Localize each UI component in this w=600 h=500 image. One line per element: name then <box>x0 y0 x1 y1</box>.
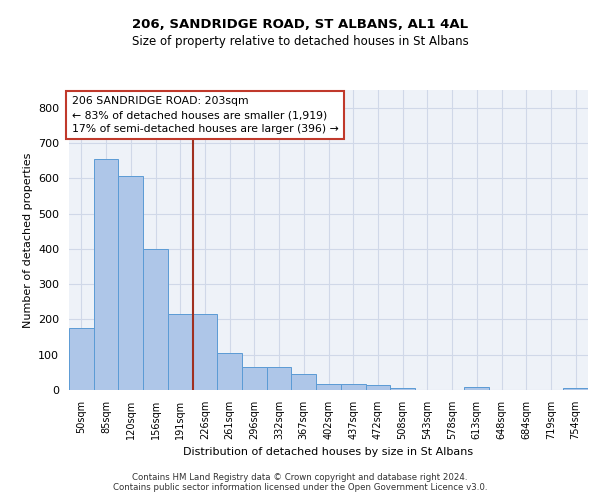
Bar <box>143 249 168 390</box>
Bar <box>292 374 316 390</box>
Text: Contains HM Land Registry data © Crown copyright and database right 2024.
Contai: Contains HM Land Registry data © Crown c… <box>113 473 487 492</box>
Bar <box>193 314 217 390</box>
Text: 206 SANDRIDGE ROAD: 203sqm
← 83% of detached houses are smaller (1,919)
17% of s: 206 SANDRIDGE ROAD: 203sqm ← 83% of deta… <box>71 96 338 134</box>
Bar <box>464 387 489 390</box>
Bar <box>69 328 94 390</box>
Bar <box>563 388 588 390</box>
Bar <box>341 384 365 390</box>
Text: Size of property relative to detached houses in St Albans: Size of property relative to detached ho… <box>131 35 469 48</box>
Text: 206, SANDRIDGE ROAD, ST ALBANS, AL1 4AL: 206, SANDRIDGE ROAD, ST ALBANS, AL1 4AL <box>132 18 468 30</box>
Bar <box>365 384 390 390</box>
Bar <box>267 367 292 390</box>
Bar <box>217 353 242 390</box>
Bar <box>242 367 267 390</box>
Bar <box>316 384 341 390</box>
Bar <box>94 159 118 390</box>
Y-axis label: Number of detached properties: Number of detached properties <box>23 152 32 328</box>
X-axis label: Distribution of detached houses by size in St Albans: Distribution of detached houses by size … <box>184 448 473 458</box>
Bar <box>390 388 415 390</box>
Bar <box>118 176 143 390</box>
Bar <box>168 314 193 390</box>
